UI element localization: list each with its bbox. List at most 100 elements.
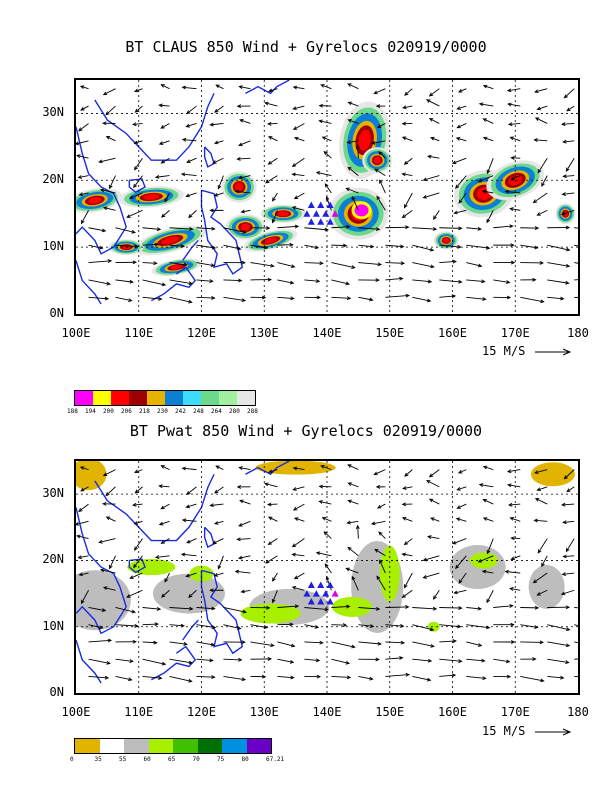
wind-arrow-icon — [315, 171, 332, 177]
colorbar-tick-label: 70 — [192, 756, 200, 763]
wind-arrow-icon — [223, 278, 243, 283]
gyre-location-marker — [326, 218, 334, 225]
wind-arrow-icon — [277, 641, 296, 648]
colorbar-swatch — [222, 739, 247, 753]
gyre-location-marker — [331, 210, 339, 217]
wind-arrow-icon — [439, 294, 457, 299]
wind-arrow-icon — [562, 139, 575, 144]
wind-arrow-icon — [102, 469, 116, 477]
wind-arrow-icon — [412, 244, 435, 252]
wind-arrow-icon — [158, 520, 170, 526]
wind-arrow-icon — [541, 175, 548, 187]
wind-arrow-icon — [331, 262, 356, 269]
wind-arrow-icon — [481, 189, 494, 194]
wind-arrow-icon — [223, 244, 242, 251]
cloud-temperature-region — [358, 129, 371, 151]
wind-arrow-icon — [277, 224, 300, 229]
wind-arrow-icon — [134, 105, 143, 113]
wind-arrow-icon — [160, 465, 170, 471]
wind-arrow-icon — [304, 607, 330, 612]
wind-arrow-icon — [223, 657, 243, 662]
wind-arrow-icon — [304, 624, 320, 629]
wind-arrow-icon — [331, 641, 356, 649]
gyre-location-marker — [303, 210, 311, 217]
wind-arrow-icon — [412, 262, 435, 269]
wind-arrow-icon — [164, 572, 170, 583]
wind-arrow-icon — [154, 555, 170, 559]
wind-arrow-icon — [126, 589, 143, 598]
wind-arrow-icon — [78, 192, 89, 197]
wind-arrow-icon — [321, 516, 332, 522]
wind-arrow-icon — [291, 172, 305, 177]
wind-arrow-icon — [180, 552, 197, 557]
wind-arrow-icon — [158, 103, 170, 108]
wind-arrow-icon — [506, 88, 521, 93]
wind-arrow-icon — [291, 538, 305, 548]
wind-arrow-icon — [439, 606, 463, 610]
wind-arrow-icon — [430, 136, 440, 142]
wind-arrow-icon — [375, 104, 386, 109]
wind-arrow-icon — [277, 262, 296, 268]
cloud-temperature-region — [443, 238, 450, 243]
wind-arrow-icon — [351, 195, 359, 211]
wind-arrow-icon — [240, 589, 251, 594]
gyre-location-marker — [307, 218, 315, 225]
coastline — [94, 93, 215, 161]
wind-arrow-icon — [532, 572, 548, 584]
wind-arrow-icon — [547, 262, 571, 268]
wind-arrow-icon — [412, 675, 432, 682]
wind-arrow-icon — [250, 295, 267, 300]
wind-arrow-icon — [236, 485, 251, 489]
wind-arrow-icon — [453, 209, 467, 215]
wind-arrow-icon — [250, 641, 275, 648]
wind-arrow-icon — [401, 136, 413, 142]
wind-arrow-icon — [482, 136, 494, 142]
colorbar-swatch — [219, 391, 237, 405]
wind-arrow-icon — [482, 498, 494, 505]
wind-arrow-icon — [376, 503, 386, 509]
wind-arrow-icon — [169, 641, 188, 646]
wind-arrow-icon — [439, 244, 462, 249]
wind-arrow-icon — [160, 157, 170, 164]
wind-arrow-icon — [520, 296, 545, 304]
wind-arrow-icon — [315, 551, 332, 557]
wind-arrow-icon — [457, 469, 467, 474]
wind-arrow-icon — [213, 140, 224, 145]
gyre-location-marker — [317, 218, 325, 225]
wind-arrow-icon — [376, 123, 386, 128]
wind-arrow-icon — [88, 227, 107, 233]
wind-arrow-icon — [562, 520, 575, 525]
lon-label: 110E — [124, 705, 154, 719]
wind-arrow-icon — [102, 121, 116, 126]
wind-arrow-icon — [493, 243, 515, 248]
wind-arrow-icon — [215, 465, 224, 471]
wind-arrow-icon — [160, 503, 170, 510]
wind-arrow-icon — [574, 675, 578, 678]
cloud-temperature-region — [240, 223, 251, 231]
gyre-location-marker — [322, 590, 330, 597]
wind-arrow-icon — [331, 224, 351, 229]
wind-arrow-icon — [541, 555, 548, 568]
gyre-location-marker — [326, 201, 334, 209]
wind-arrow-icon — [412, 641, 435, 648]
wind-arrow-icon — [574, 641, 578, 644]
wind-arrow-icon — [250, 226, 271, 230]
wind-arrow-icon — [493, 224, 514, 229]
wind-arrow-icon — [209, 122, 224, 127]
wind-arrow-icon — [267, 516, 278, 522]
wind-arrow-icon — [486, 538, 494, 555]
wind-arrow-icon — [561, 192, 575, 196]
wind-arrow-icon — [196, 244, 217, 250]
wind-arrow-icon — [482, 517, 494, 522]
wind-arrow-icon — [142, 675, 163, 680]
wind-arrow-icon — [536, 589, 548, 596]
wind-arrow-icon — [76, 154, 89, 159]
wind-arrow-icon — [537, 157, 548, 174]
coastline — [76, 507, 127, 635]
wind-arrow-icon — [115, 279, 134, 284]
wind-arrow-icon — [160, 538, 170, 544]
lat-label: 20N — [42, 172, 64, 187]
wind-arrow-icon — [185, 572, 197, 578]
wind-arrow-icon — [80, 486, 89, 492]
wind-arrow-icon — [181, 85, 197, 90]
